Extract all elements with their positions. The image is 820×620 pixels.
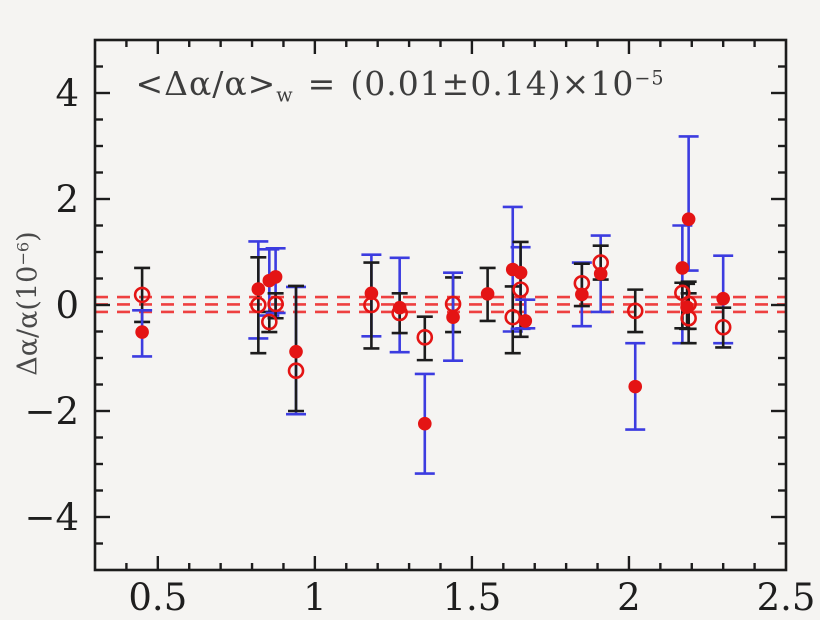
y-label-prefix: Δα/α(10 [12,265,44,376]
data-point-filled [364,286,379,301]
y-label-suffix: ) [12,231,44,242]
data-point-filled [268,270,283,284]
x-tick-label: 2 [617,576,641,619]
data-point-filled [575,287,589,302]
data-point-open [267,295,284,313]
data-point-filled [289,344,303,359]
data-point-filled [593,266,608,281]
annotation-subscript: w [276,83,294,107]
annotation-equals: = [307,64,337,103]
data-point-filled [518,314,533,328]
annotation-lhs: <Δα/α> [135,64,277,103]
data-point-filled [681,212,696,226]
data-point-open [133,286,151,304]
x-tick-label: 1 [303,576,327,619]
x-tick-label: 0.5 [128,576,187,619]
data-point-open [512,281,529,298]
data-point-filled [675,261,690,275]
data-point-filled [680,300,694,314]
y-tick-label: 2 [55,178,79,221]
data-point-filled [480,287,495,301]
data-point-filled [417,416,432,431]
y-tick-label: 4 [55,72,79,115]
data-point-filled [446,310,460,324]
data-point-open [287,362,305,380]
data-point-filled [716,291,730,306]
data-point-filled [251,282,266,296]
y-axis-label: Δα/α(10−6) [13,199,44,409]
weighted-mean-annotation: <Δα/α>w = (0.01±0.14)×10−5 [110,64,690,107]
data-point-open [626,302,644,320]
data-point-filled [392,300,407,315]
data-point-open [250,296,267,314]
data-point-open [714,318,732,336]
annotation-exponent: −5 [634,66,665,90]
y-tick-label: −2 [24,390,79,433]
annotation-value: (0.01±0.14)×10 [350,64,635,103]
data-point-open [416,329,434,346]
data-point-filled [135,325,149,339]
y-tick-label: 0 [55,284,79,327]
data-point-filled [628,379,643,394]
y-tick-label: −4 [24,496,79,539]
data-point-open [261,313,278,331]
x-tick-label: 2.5 [757,576,816,619]
x-tick-label: 1.5 [442,576,501,619]
y-label-exponent: −6 [13,241,33,266]
data-point-filled [513,265,528,280]
